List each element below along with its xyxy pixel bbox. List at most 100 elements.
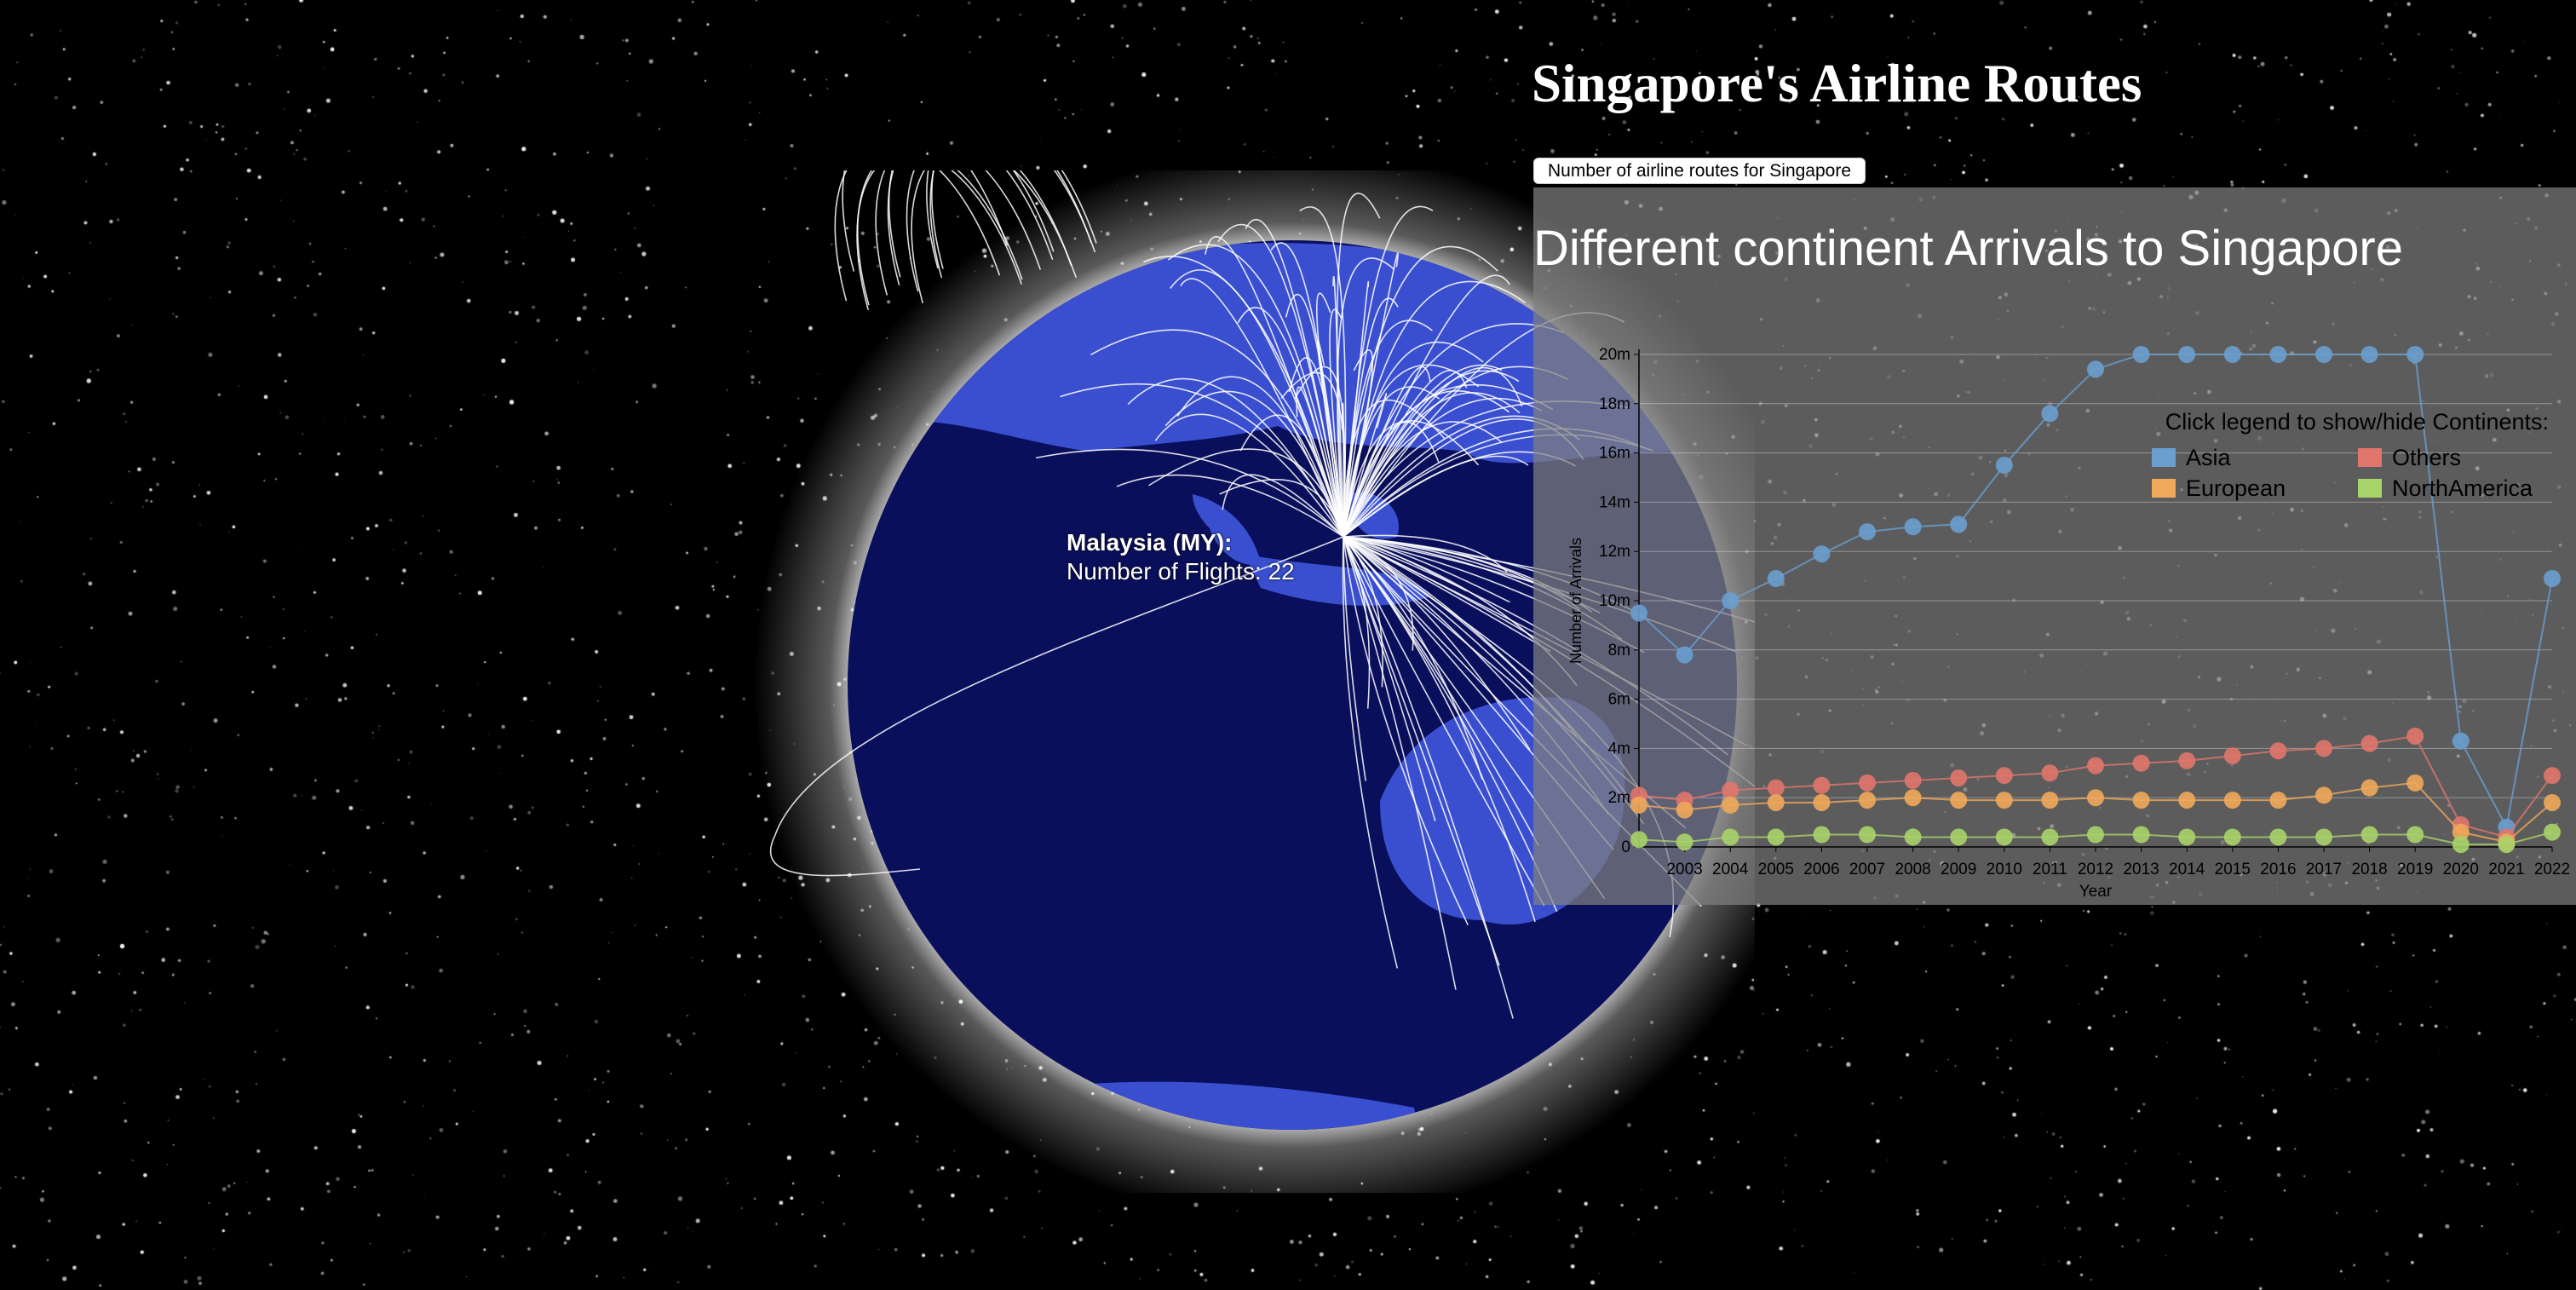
x-tick-label: 2011 bbox=[2033, 861, 2067, 878]
data-point-european[interactable] bbox=[2269, 792, 2287, 809]
legend-label[interactable]: European bbox=[2186, 475, 2286, 501]
data-point-others[interactable] bbox=[2269, 742, 2287, 760]
data-point-asia[interactable] bbox=[1950, 515, 1968, 533]
data-point-northamerica[interactable] bbox=[2223, 828, 2241, 846]
data-point-asia[interactable] bbox=[2087, 360, 2104, 378]
data-point-others[interactable] bbox=[2087, 757, 2104, 775]
y-tick-label: 12m bbox=[1599, 543, 1630, 561]
data-point-asia[interactable] bbox=[2315, 346, 2332, 363]
x-tick-label: 2018 bbox=[2351, 861, 2387, 878]
legend-swatch[interactable] bbox=[2358, 448, 2382, 467]
data-point-northamerica[interactable] bbox=[2041, 828, 2059, 846]
data-point-northamerica[interactable] bbox=[2132, 826, 2150, 844]
data-point-asia[interactable] bbox=[2178, 346, 2196, 363]
legend-item-others[interactable]: Others bbox=[2358, 445, 2461, 470]
data-point-european[interactable] bbox=[1767, 793, 1785, 811]
legend-item-northamerica[interactable]: NorthAmerica bbox=[2358, 475, 2533, 501]
data-point-northamerica[interactable] bbox=[2087, 826, 2104, 844]
data-point-asia[interactable] bbox=[1859, 523, 1876, 541]
data-point-asia[interactable] bbox=[1813, 545, 1831, 563]
data-point-others[interactable] bbox=[2041, 764, 2059, 782]
data-point-northamerica[interactable] bbox=[2498, 836, 2516, 854]
x-tick-label: 2015 bbox=[2215, 861, 2251, 878]
legend-item-asia[interactable]: Asia bbox=[2152, 445, 2232, 470]
data-point-asia[interactable] bbox=[1767, 569, 1785, 587]
legend-label[interactable]: Asia bbox=[2186, 445, 2232, 470]
data-point-european[interactable] bbox=[2544, 793, 2561, 811]
data-point-northamerica[interactable] bbox=[2544, 823, 2561, 841]
y-axis-label: Number of Arrivals bbox=[1567, 538, 1584, 664]
data-point-others[interactable] bbox=[1995, 767, 2013, 785]
y-tick-label: 14m bbox=[1599, 493, 1630, 511]
data-point-european[interactable] bbox=[1813, 793, 1831, 811]
data-point-asia[interactable] bbox=[2132, 346, 2150, 363]
data-point-european[interactable] bbox=[1995, 792, 2013, 809]
data-point-european[interactable] bbox=[2041, 792, 2059, 809]
data-point-northamerica[interactable] bbox=[1630, 831, 1647, 849]
data-point-asia[interactable] bbox=[1722, 592, 1739, 609]
data-point-asia[interactable] bbox=[2406, 346, 2424, 363]
airline-routes-button[interactable]: Number of airline routes for Singapore bbox=[1533, 158, 1866, 184]
data-point-northamerica[interactable] bbox=[1676, 833, 1693, 851]
data-point-northamerica[interactable] bbox=[1767, 828, 1785, 846]
data-point-northamerica[interactable] bbox=[1813, 826, 1831, 844]
data-point-others[interactable] bbox=[1722, 781, 1739, 799]
data-point-northamerica[interactable] bbox=[1950, 828, 1968, 846]
data-point-european[interactable] bbox=[1859, 792, 1876, 809]
data-point-others[interactable] bbox=[2360, 734, 2378, 752]
data-point-asia[interactable] bbox=[1676, 646, 1693, 664]
data-point-others[interactable] bbox=[1950, 769, 1968, 787]
data-point-european[interactable] bbox=[2132, 792, 2150, 809]
data-point-european[interactable] bbox=[2406, 774, 2424, 792]
legend-swatch[interactable] bbox=[2152, 479, 2176, 498]
data-point-european[interactable] bbox=[2223, 792, 2241, 809]
data-point-others[interactable] bbox=[2544, 767, 2561, 785]
legend-label[interactable]: Others bbox=[2392, 445, 2461, 470]
data-point-european[interactable] bbox=[1722, 796, 1739, 814]
data-point-asia[interactable] bbox=[1630, 604, 1647, 622]
data-point-northamerica[interactable] bbox=[2406, 826, 2424, 844]
data-point-northamerica[interactable] bbox=[2269, 828, 2287, 846]
data-point-northamerica[interactable] bbox=[1859, 826, 1876, 844]
data-point-others[interactable] bbox=[2132, 754, 2150, 772]
data-point-northamerica[interactable] bbox=[1995, 828, 2013, 846]
data-point-others[interactable] bbox=[2315, 740, 2332, 757]
data-point-others[interactable] bbox=[2406, 727, 2424, 745]
data-point-asia[interactable] bbox=[2452, 732, 2470, 750]
y-tick-label: 10m bbox=[1599, 592, 1630, 610]
data-point-asia[interactable] bbox=[2223, 346, 2241, 363]
data-point-others[interactable] bbox=[2223, 747, 2241, 765]
data-point-northamerica[interactable] bbox=[2315, 828, 2332, 846]
data-point-european[interactable] bbox=[1950, 792, 1968, 809]
data-point-others[interactable] bbox=[1767, 779, 1785, 797]
legend-label[interactable]: NorthAmerica bbox=[2392, 475, 2533, 501]
data-point-asia[interactable] bbox=[2269, 346, 2287, 363]
data-point-northamerica[interactable] bbox=[2178, 828, 2196, 846]
legend-swatch[interactable] bbox=[2358, 479, 2382, 498]
data-point-others[interactable] bbox=[1813, 776, 1831, 794]
data-point-asia[interactable] bbox=[2544, 569, 2561, 587]
data-point-european[interactable] bbox=[1630, 796, 1647, 814]
data-point-asia[interactable] bbox=[2360, 346, 2378, 363]
data-point-northamerica[interactable] bbox=[1904, 828, 1922, 846]
data-point-european[interactable] bbox=[1676, 801, 1693, 819]
data-point-northamerica[interactable] bbox=[1722, 828, 1739, 846]
data-point-european[interactable] bbox=[2087, 789, 2104, 807]
x-tick-label: 2004 bbox=[1712, 861, 1749, 878]
data-point-european[interactable] bbox=[2315, 786, 2332, 804]
legend-swatch[interactable] bbox=[2152, 448, 2176, 467]
data-point-european[interactable] bbox=[2360, 779, 2378, 797]
chart-title: Different continent Arrivals to Singapor… bbox=[1533, 221, 2403, 276]
data-point-others[interactable] bbox=[2178, 752, 2196, 769]
data-point-european[interactable] bbox=[2178, 792, 2196, 809]
data-point-northamerica[interactable] bbox=[2360, 826, 2378, 844]
data-point-european[interactable] bbox=[2452, 823, 2470, 841]
data-point-european[interactable] bbox=[1904, 789, 1922, 807]
data-point-asia[interactable] bbox=[1904, 518, 1922, 536]
data-point-others[interactable] bbox=[1904, 771, 1922, 789]
legend-item-european[interactable]: European bbox=[2152, 475, 2286, 501]
data-point-others[interactable] bbox=[1859, 774, 1876, 792]
data-point-northamerica[interactable] bbox=[2452, 836, 2470, 854]
data-point-asia[interactable] bbox=[1995, 457, 2013, 475]
data-point-asia[interactable] bbox=[2041, 405, 2059, 423]
